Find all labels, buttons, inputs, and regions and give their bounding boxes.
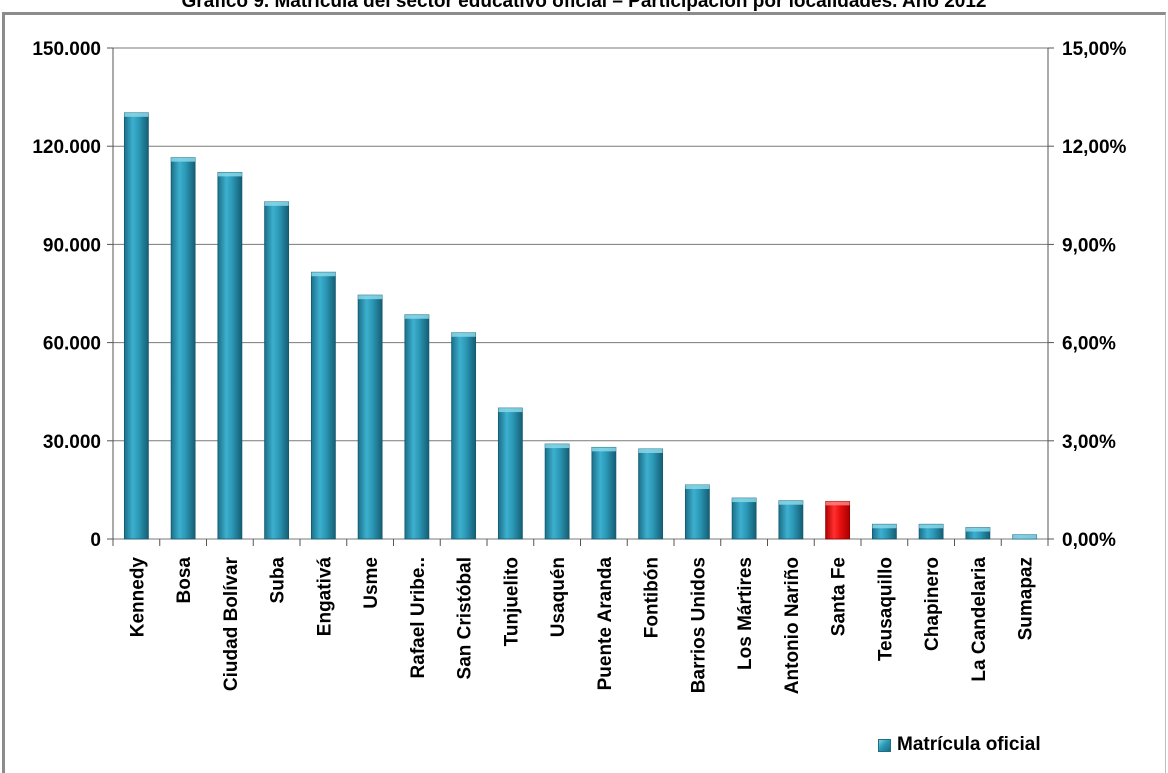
y-right-tick-label: 12,00% [1062,137,1127,158]
bar [778,500,804,540]
y-right-tick-label: 15,00% [1062,39,1127,60]
bar-cap [685,484,710,489]
bar [404,314,430,540]
bar [357,294,383,540]
bar [544,443,570,540]
x-tick-label: San Cristóbal [455,557,476,679]
x-tick-label: Usaquén [548,557,569,637]
x-tick-label: Ciudad Bolívar [221,556,242,691]
x-tick-label: Usme [361,557,382,609]
bar [591,446,617,540]
x-tick-label: Fontibón [642,557,663,638]
bar [497,407,523,540]
x-tick-label: Puente Aranda [595,557,616,691]
bar [310,271,336,540]
x-tick-label: Kennedy [127,557,148,638]
bar-cap [872,524,897,529]
y-left-tick-label: 60.000 [43,334,101,355]
x-tick-label: Sumapaz [1016,557,1037,640]
y-left-tick-label: 90.000 [43,235,101,256]
bar-cap [311,272,336,277]
x-tick-label: Chapinero [922,557,943,651]
bar-cap [217,172,242,177]
bar [451,332,477,540]
x-tick-label: Rafael Uribe.. [408,557,429,678]
bar-cap [825,501,850,506]
bar-cap [358,295,383,300]
legend: Matrícula oficial [878,730,1041,760]
bar-cap [591,447,616,452]
bar [217,171,243,540]
bar-cap [451,332,476,337]
y-left-tick-label: 0 [90,530,101,551]
bar [684,484,710,540]
bar [170,157,196,540]
bar [731,497,757,540]
x-tick-label: Antonio Nariño [782,557,803,694]
bar-cap [171,157,196,162]
bar [638,448,664,540]
x-tick-label: Tunjuelito [501,557,522,646]
bar-cap [264,201,289,206]
chart-title: Gráfico 9. Matrícula del sector educativ… [181,0,987,12]
y-right-tick-label: 0,00% [1062,530,1116,551]
bar [123,112,149,540]
bar-cap [498,408,523,413]
x-tick-label: Barrios Unidos [688,557,709,693]
x-tick-label: La Candelaria [969,557,990,682]
bar-cap [404,314,429,319]
bar-cap [965,527,990,532]
bar-cap [778,500,803,505]
bar-cap [732,498,757,503]
bar-cap [919,524,944,529]
y-left-tick-label: 120.000 [32,137,101,158]
bar-cap [545,444,570,449]
y-right-tick-label: 9,00% [1062,235,1116,256]
chart-frame [2,12,1166,773]
bar-cap [638,448,663,453]
x-tick-label: Suba [268,557,289,604]
y-left-tick-label: 30.000 [43,432,101,453]
x-tick-label: Bosa [174,557,195,604]
y-left-tick-label: 150.000 [32,39,101,60]
legend-label: Matrícula oficial [897,734,1041,755]
y-right-tick-label: 3,00% [1062,432,1116,453]
x-tick-label: Santa Fe [829,557,850,636]
y-right-tick-label: 6,00% [1062,334,1116,355]
bar [825,500,851,540]
bar-cap [124,112,149,117]
bar [264,201,290,540]
bar-cap [1012,534,1037,539]
x-tick-label: Teusaquillo [875,557,896,661]
x-tick-label: Engativá [314,557,335,637]
x-tick-label: Los Mártires [735,557,756,670]
legend-swatch [878,738,891,752]
